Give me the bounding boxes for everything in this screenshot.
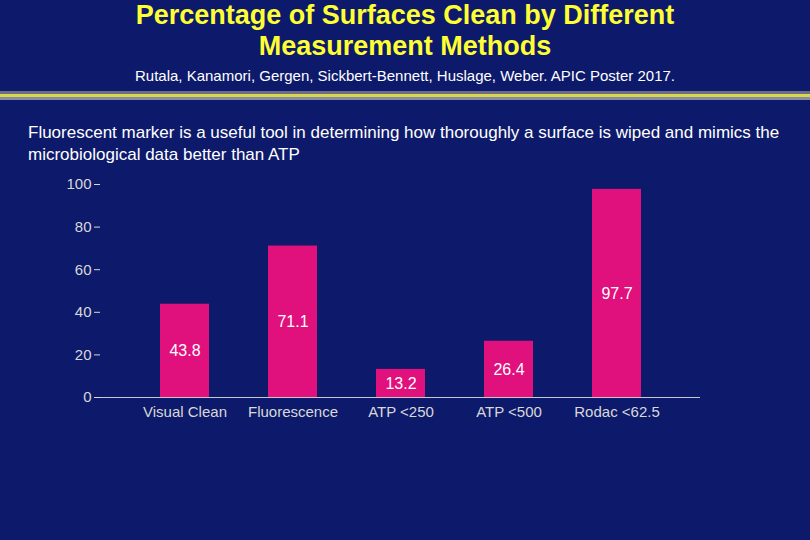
svg-text:13.2: 13.2 (385, 375, 416, 392)
html-text:Rutala, Kanamori, Gergen, Sick: Rutala, Kanamori, Gergen, Sickbert-Benne… (135, 67, 675, 84)
svg-text:43.8: 43.8 (169, 342, 200, 359)
svg-text:20: 20 (75, 346, 92, 363)
svg-text:97.7: 97.7 (601, 285, 632, 302)
html-text:Percentage of Surfaces Clean b: Percentage of Surfaces Clean by Differen… (135, 0, 675, 61)
svg-text:ATP <500: ATP <500 (476, 403, 542, 420)
svg-text:100: 100 (66, 175, 91, 192)
svg-text:Visual Clean: Visual Clean (143, 403, 227, 420)
svg-text:60: 60 (75, 261, 92, 278)
html-text:Fluorescent marker is a useful: Fluorescent marker is a useful tool in d… (28, 123, 780, 164)
svg-text:80: 80 (75, 218, 92, 235)
svg-text:Rodac <62.5: Rodac <62.5 (574, 403, 659, 420)
svg-text:ATP <250: ATP <250 (368, 403, 434, 420)
svg-text:0: 0 (83, 388, 91, 405)
svg-text:71.1: 71.1 (277, 313, 308, 330)
svg-text:Fluorescence: Fluorescence (248, 403, 338, 420)
svg-text:40: 40 (75, 303, 92, 320)
svg-text:26.4: 26.4 (493, 361, 524, 378)
